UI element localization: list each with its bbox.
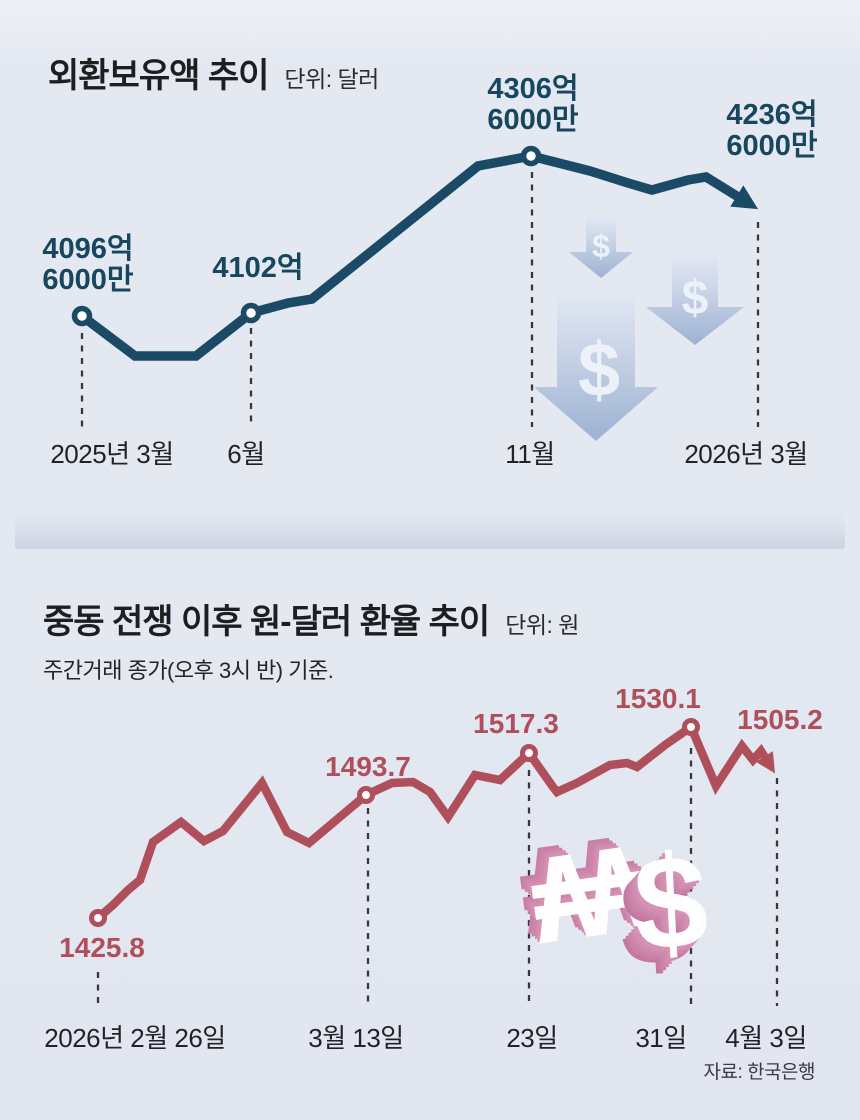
krw-unit-label: 단위: 원 [505, 612, 579, 638]
dollar-sign-icon: $ [630, 827, 712, 978]
krw-title-row: 중동 전쟁 이후 원-달러 환율 추이 단위: 원 [43, 594, 579, 643]
krw-x-axis-label: 23일 [506, 1023, 558, 1053]
krw-data-point-markers [89, 718, 700, 927]
krw-x-axis-label: 31일 [635, 1023, 687, 1053]
krw-value-label: 1530.1 [615, 683, 701, 714]
data-point-marker [240, 302, 262, 324]
fx-x-axis-label: 2026년 3월 [684, 439, 808, 469]
data-point-marker [520, 744, 538, 762]
krw-value-label: 1517.3 [473, 708, 559, 739]
fx-value-label: 4096억 6000만 [42, 233, 134, 296]
fx-value-label: 4236억 6000만 [726, 99, 818, 162]
data-point-marker [357, 786, 375, 804]
krw-x-axis-label: 3월 13일 [308, 1023, 404, 1053]
svg-text:$: $ [682, 272, 709, 325]
dollar-arrow-icon: $ [646, 255, 744, 345]
section-divider [15, 512, 845, 549]
data-point-marker [682, 718, 700, 736]
fx-value-label: 4306억 6000만 [487, 73, 579, 136]
dollar-arrow-icon: $ [569, 216, 633, 278]
data-point-marker [89, 909, 107, 927]
fx-value-label: 4102억 [212, 252, 304, 284]
fx-chart-title: 외환보유액 추이 [48, 57, 269, 95]
fx-line [79, 151, 759, 361]
svg-text:$: $ [578, 328, 620, 413]
data-point-marker [71, 305, 93, 327]
krw-chart-title: 중동 전쟁 이후 원-달러 환율 추이 [43, 603, 490, 641]
fx-x-axis-label: 11월 [505, 439, 555, 469]
data-point-marker [520, 145, 542, 167]
krw-x-axis-label: 2026년 2월 26일 [44, 1023, 226, 1053]
won-dollar-icon: ₩ $ [524, 819, 712, 978]
krw-x-axis-label: 4월 3일 [725, 1023, 807, 1053]
krw-value-label: 1425.8 [59, 932, 145, 963]
svg-text:$: $ [592, 228, 610, 264]
krw-value-label: 1493.7 [325, 751, 411, 782]
fx-x-axis-label: 6월 [227, 439, 265, 469]
fx-title-row: 외환보유액 추이 단위: 달러 [48, 48, 379, 97]
source-credit: 자료: 한국은행 [703, 1062, 816, 1083]
fx-data-point-markers [71, 145, 542, 327]
krw-value-label: 1505.2 [737, 704, 823, 735]
krw-dashed-guides [96, 748, 779, 1006]
dollar-arrow-icon: $ [534, 291, 658, 441]
krw-subtitle: 주간거래 종가(오후 3시 반) 기준. [43, 658, 334, 683]
fx-unit-label: 단위: 달러 [284, 66, 379, 92]
fx-x-axis-label: 2025년 3월 [50, 439, 174, 469]
falling-dollar-arrows: $ $ $ [534, 216, 744, 441]
fx-dashed-guides [80, 172, 760, 427]
